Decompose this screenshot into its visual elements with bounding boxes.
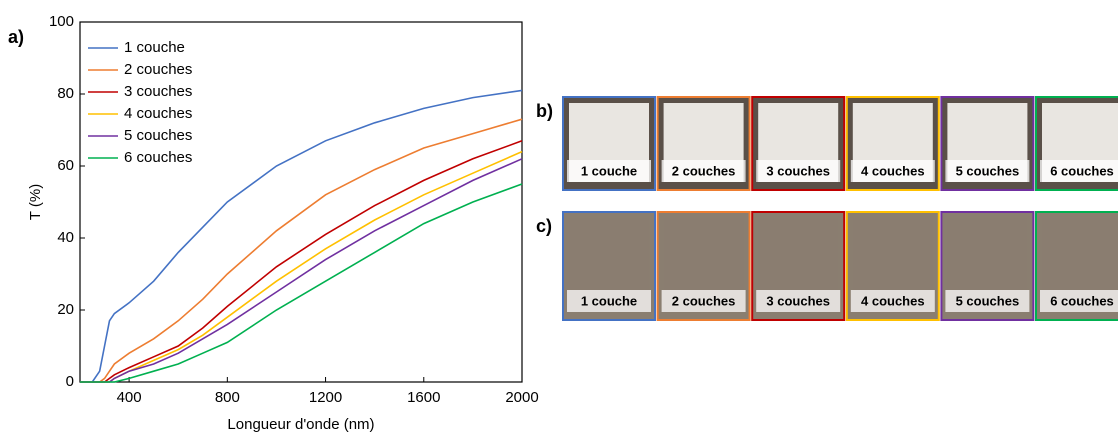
photo-caption: 4 couches <box>861 163 925 178</box>
photo-caption: 4 couches <box>861 293 925 308</box>
x-tick-label: 800 <box>215 389 240 406</box>
caption-bg <box>1040 160 1118 182</box>
x-axis-label: Longueur d'onde (nm) <box>227 416 374 433</box>
photo-caption: 1 couche <box>581 163 637 178</box>
series-line <box>80 118 523 383</box>
caption-bg <box>661 160 746 182</box>
series-line <box>80 158 523 383</box>
caption-bg <box>945 160 1030 182</box>
series-line <box>80 89 523 383</box>
y-tick-label: 0 <box>66 373 74 390</box>
x-tick-label: 1200 <box>309 389 342 406</box>
photo-caption: 5 couches <box>956 293 1020 308</box>
series-line <box>80 183 523 383</box>
x-tick-label: 2000 <box>505 389 538 406</box>
panel-label: b) <box>536 101 553 121</box>
x-tick-label: 1600 <box>407 389 440 406</box>
y-tick-label: 60 <box>57 157 74 174</box>
caption-bg <box>567 160 651 182</box>
y-tick-label: 40 <box>57 229 74 246</box>
legend-label: 4 couches <box>124 105 192 122</box>
series-line <box>80 150 523 383</box>
caption-bg <box>850 290 935 312</box>
photo-caption: 3 couches <box>766 293 830 308</box>
photo-caption: 2 couches <box>672 293 736 308</box>
caption-bg <box>567 290 651 312</box>
caption-bg <box>756 160 841 182</box>
y-tick-label: 100 <box>49 13 74 30</box>
plot-frame <box>79 21 523 383</box>
caption-bg <box>1040 290 1118 312</box>
photo-caption: 6 couches <box>1050 293 1114 308</box>
photo-caption: 5 couches <box>956 163 1020 178</box>
photo-caption: 2 couches <box>672 163 736 178</box>
y-tick-label: 20 <box>57 301 74 318</box>
legend-label: 1 couche <box>124 39 185 56</box>
legend-label: 5 couches <box>124 127 192 144</box>
photo-caption: 3 couches <box>766 163 830 178</box>
legend-label: 6 couches <box>124 149 192 166</box>
y-tick-label: 80 <box>57 85 74 102</box>
legend-label: 2 couches <box>124 61 192 78</box>
panel-label: c) <box>536 216 552 236</box>
photo-caption: 1 couche <box>581 293 637 308</box>
x-tick-label: 400 <box>117 389 142 406</box>
legend-label: 3 couches <box>124 83 192 100</box>
caption-bg <box>661 290 746 312</box>
photo-caption: 6 couches <box>1050 163 1114 178</box>
panel-label: a) <box>8 27 24 47</box>
caption-bg <box>945 290 1030 312</box>
series-line <box>80 140 523 383</box>
caption-bg <box>850 160 935 182</box>
caption-bg <box>756 290 841 312</box>
y-axis-label: T (%) <box>27 184 44 220</box>
